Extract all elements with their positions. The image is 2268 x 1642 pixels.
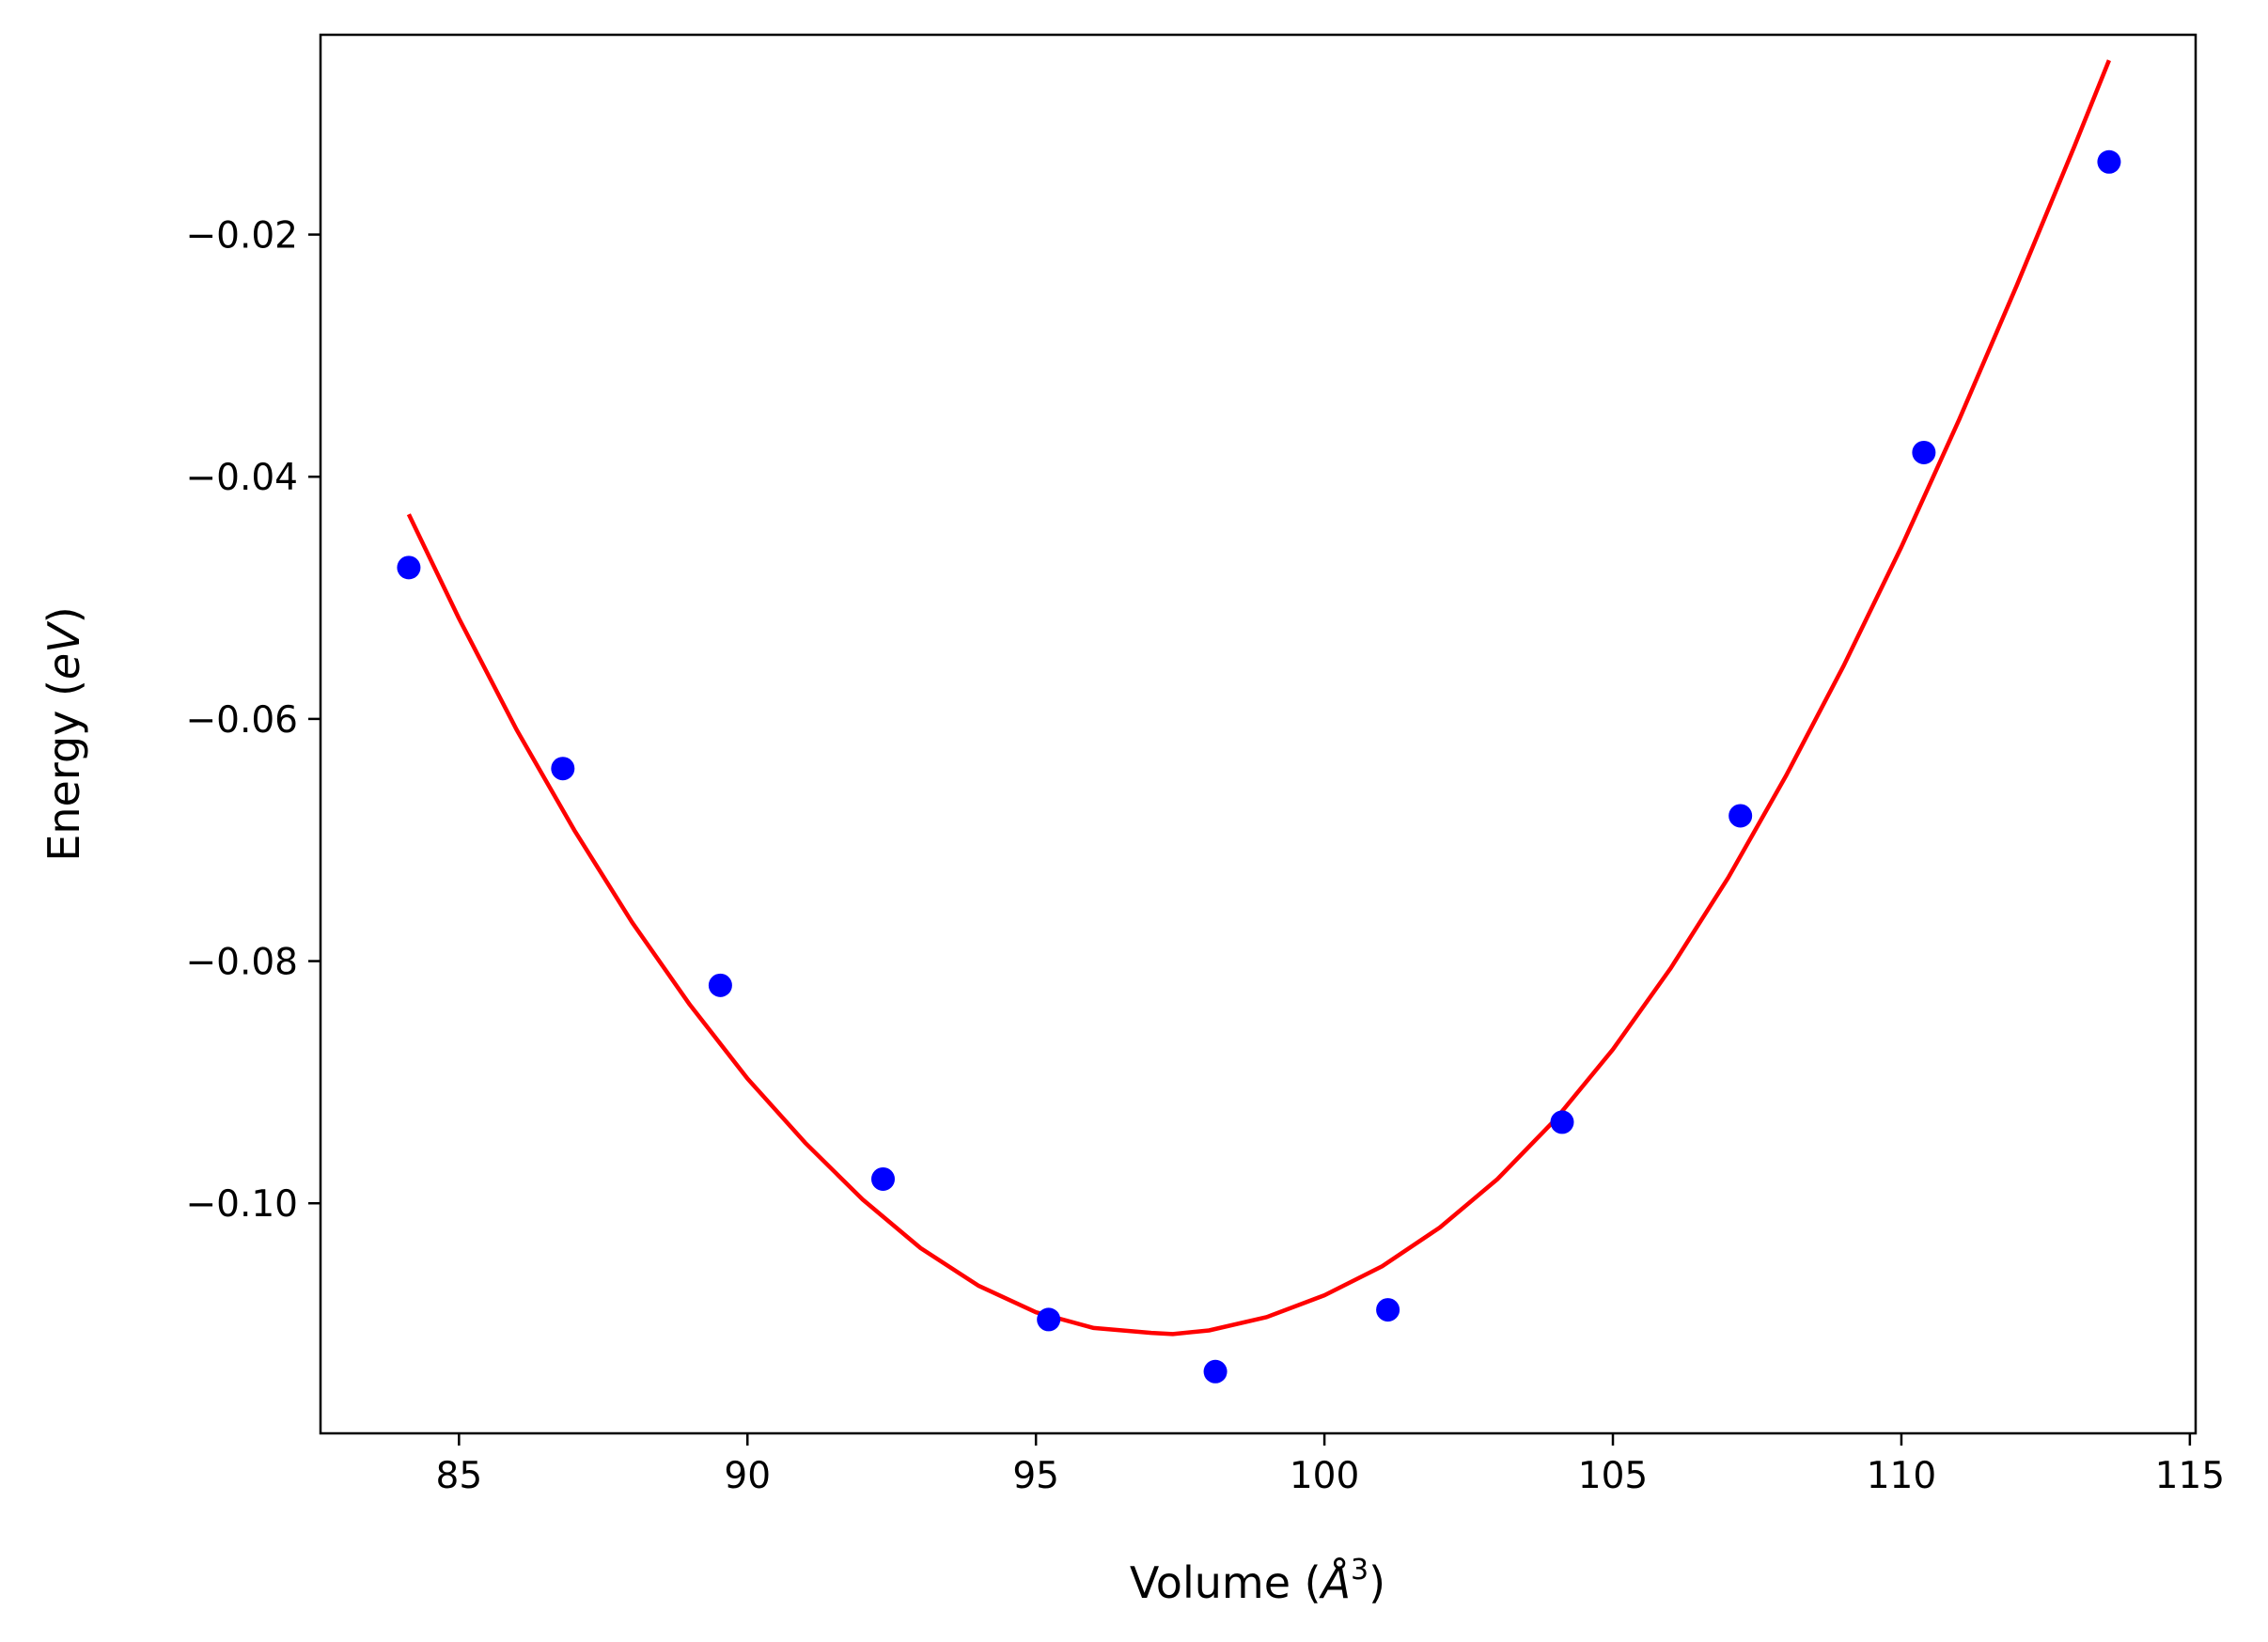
x-axis-title-prefix: Volume ( [1130,1557,1322,1608]
plot-layer [397,59,2121,1384]
y-tick-label: −0.06 [185,699,298,742]
x-axis-title-power: 3 [1351,1554,1369,1587]
x-axis-title-symbol: Å [1319,1557,1351,1608]
data-point [708,973,732,997]
y-axis-title: Energy (eV) [39,606,89,861]
x-tick-label: 115 [2155,1455,2225,1497]
data-point [1037,1307,1061,1332]
y-tick-label: −0.10 [185,1183,298,1226]
x-tick-label: 95 [1012,1455,1059,1497]
y-axis: −0.10 −0.08 −0.06 −0.04 −0.02 [185,215,321,1226]
data-point [1728,804,1753,828]
data-point [2097,149,2121,174]
y-tick-label: −0.04 [185,457,298,499]
y-axis-title-unit: eV [39,620,89,680]
x-axis-title-suffix: ) [1369,1557,1385,1608]
fit-curve-line [406,59,2111,1337]
x-tick-label: 105 [1578,1455,1648,1497]
x-tick-label: 110 [1867,1455,1936,1497]
x-tick-label: 100 [1290,1455,1359,1497]
y-tick-label: −0.02 [185,215,298,258]
data-point [1376,1298,1400,1322]
y-tick-label: −0.08 [185,942,298,984]
x-tick-label: 85 [436,1455,483,1497]
data-point [397,555,421,580]
x-tick-label: 90 [724,1455,771,1497]
data-point [871,1166,895,1191]
data-point [551,757,575,781]
y-axis-title-suffix: ) [39,606,89,623]
x-axis-title: Volume (Å3) [1130,1554,1385,1608]
y-axis-title-prefix: Energy ( [39,680,89,862]
data-point [1203,1359,1228,1384]
data-point [1912,440,1936,464]
data-point [1550,1110,1574,1134]
plot-area-frame [319,33,2198,1435]
x-axis: 85 90 95 100 105 110 115 [436,1433,2225,1497]
